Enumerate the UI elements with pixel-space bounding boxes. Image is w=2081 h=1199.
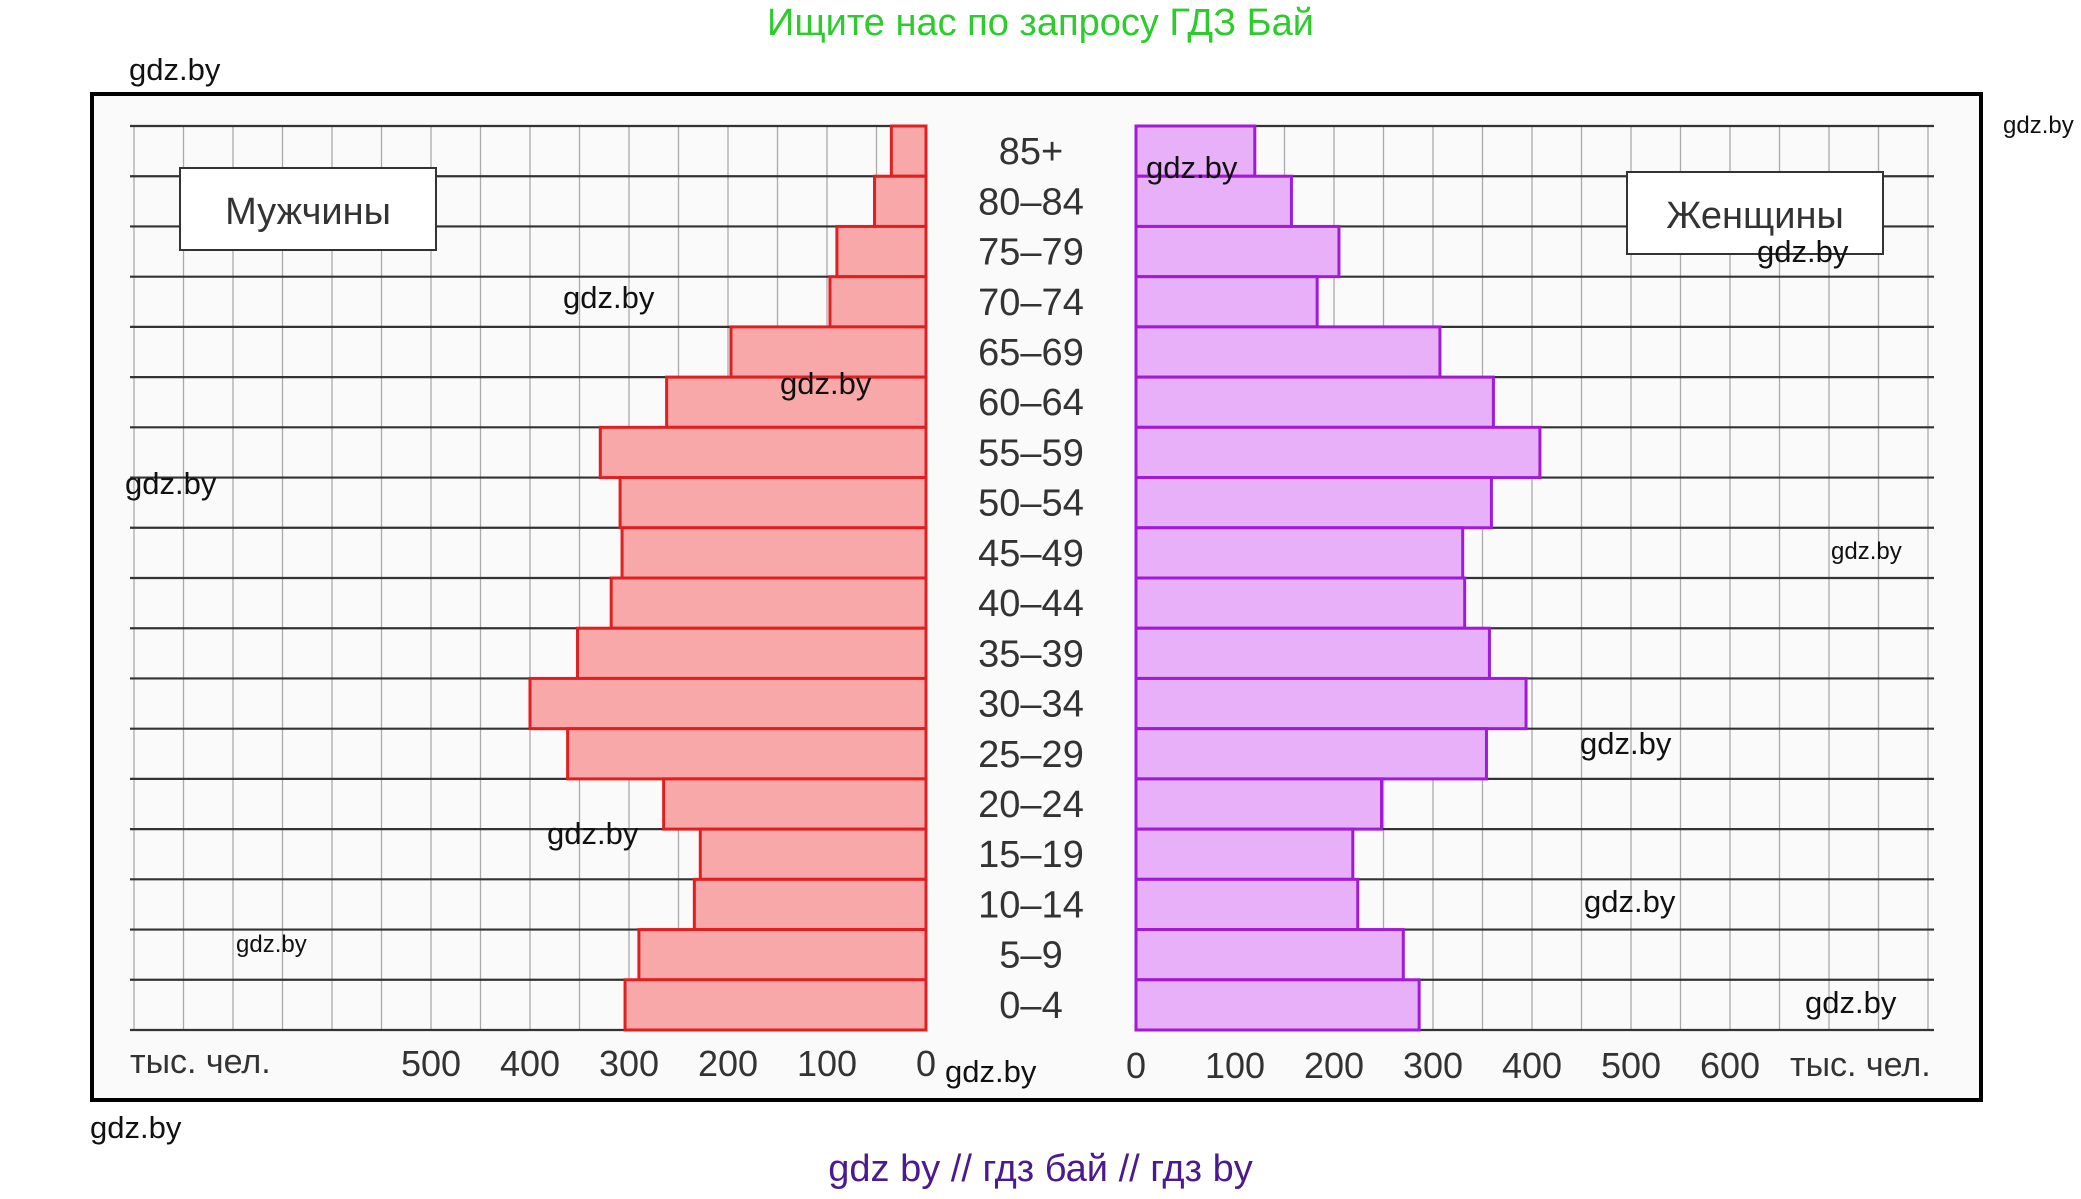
bar-female [1134,576,1467,630]
watermark-text: gdz.by [125,466,217,501]
watermark-text: gdz.by [547,816,639,851]
male-axis-tick: 300 [599,1043,659,1084]
female-axis-tick: 400 [1502,1045,1562,1086]
watermark-text: gdz.by [945,1054,1037,1089]
bar-female [1134,978,1421,1032]
bar-male [618,476,928,530]
bar-male [576,626,928,680]
watermark-text: gdz.by [1146,150,1238,185]
age-group-labels: 85+ 80–84 75–79 70–74 65–69 60–64 55–59 50–54 45… [978,131,1084,1027]
bar-female [1134,526,1465,580]
male-axis-tick: 0 [916,1043,936,1084]
bar-female [1134,375,1495,429]
legend-female: Женщины [1626,171,1884,255]
bar-male [692,877,928,932]
chart-frame: 85+ 80–84 75–79 70–74 65–69 60–64 55–59 50–54 45… [90,92,1983,1102]
watermark-text: gdz.by [563,280,655,315]
bar-female [1134,224,1341,279]
male-axis-unit: тыс. чел. [130,1043,271,1081]
age-group-label: 0–4 [999,985,1062,1027]
watermark-text: gdz.by [780,366,872,401]
bar-female [1134,275,1319,329]
age-group-label: 15–19 [978,834,1084,876]
age-group-label: 85+ [999,131,1063,173]
bar-male [873,174,928,228]
legend-male: Мужчины [179,167,437,251]
age-group-label: 60–64 [978,382,1084,424]
age-group-label: 10–14 [978,884,1084,926]
bar-male [637,928,928,982]
female-bars [1134,124,1542,1032]
watermark-text: gdz.by [1805,985,1897,1020]
bar-male [598,425,928,480]
age-group-label: 35–39 [978,633,1084,675]
bar-female [1134,425,1542,480]
bar-male [609,576,928,630]
bar-female [1134,124,1257,178]
bar-female [1134,626,1491,680]
age-group-label: 65–69 [978,332,1084,374]
age-group-label: 75–79 [978,232,1084,274]
age-group-label: 55–59 [978,432,1084,474]
promo-header: Ищите нас по запросу ГДЗ Бай [767,2,1314,44]
age-group-label: 45–49 [978,533,1084,575]
female-axis-tick: 600 [1700,1045,1760,1086]
bar-female [1134,727,1488,781]
female-axis-tick: 500 [1601,1045,1661,1086]
age-group-label: 70–74 [978,282,1084,324]
bar-female [1134,877,1360,932]
watermark-text: gdz.by [129,52,221,87]
age-group-label: 20–24 [978,784,1084,826]
watermark-text: gdz.by [1757,234,1849,269]
female-axis-unit: тыс. чел. [1790,1046,1931,1084]
bar-female [1134,476,1493,530]
watermark-text: gdz.by [90,1110,182,1145]
watermark-text: gdz.by [1831,538,1902,565]
bar-female [1134,325,1442,379]
bar-male [662,777,928,831]
bar-male [698,827,928,881]
watermark-text: gdz.by [236,931,307,958]
bar-male [828,275,928,329]
age-group-label: 80–84 [978,181,1084,223]
female-axis-tick: 100 [1205,1045,1265,1086]
age-group-label: 25–29 [978,734,1084,776]
female-axis-tick: 300 [1403,1045,1463,1086]
promo-footer: gdz by // гдз бай // гдз by [828,1148,1253,1190]
legend-female-label: Женщины [1666,195,1844,237]
age-group-label: 40–44 [978,583,1084,625]
legend-male-label: Мужчины [225,191,391,233]
male-axis-tick: 400 [500,1043,560,1084]
bar-female [1134,928,1405,982]
bar-male [528,676,928,731]
age-group-label: 30–34 [978,684,1084,726]
age-group-label: 5–9 [999,935,1062,977]
male-axis-tick: 500 [401,1043,461,1084]
watermark-text: gdz.by [1584,884,1676,919]
bar-male [835,224,928,279]
age-group-label: 50–54 [978,483,1084,525]
female-axis-ticks: 0 100 200 300 400 500 600 [1126,1045,1760,1086]
male-axis-tick: 100 [797,1043,857,1084]
legend-female-box [1626,171,1884,255]
bar-female [1134,676,1528,731]
female-axis-tick: 200 [1304,1045,1364,1086]
legend-male-box [179,167,437,251]
bar-male [623,978,928,1032]
male-axis-ticks: 500 400 300 200 100 0 [401,1043,936,1084]
bar-female [1134,827,1355,881]
watermark-text: gdz.by [1580,726,1672,761]
male-bars [528,124,928,1032]
male-axis-tick: 200 [698,1043,758,1084]
bar-male [889,124,928,178]
bar-female [1134,777,1384,831]
population-pyramid: 85+ 80–84 75–79 70–74 65–69 60–64 55–59 50–54 45… [130,124,1934,1086]
female-axis-tick: 0 [1126,1045,1146,1086]
bar-male [566,727,928,781]
watermark-text: gdz.by [2003,112,2074,139]
bar-male [620,526,928,580]
